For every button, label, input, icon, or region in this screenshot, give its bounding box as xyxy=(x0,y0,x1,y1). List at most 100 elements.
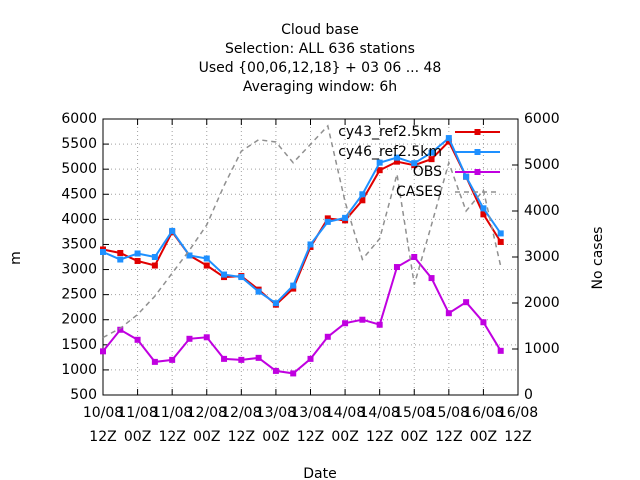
legend-label: cy46_ref2.5km xyxy=(338,144,442,160)
point xyxy=(238,274,245,281)
point xyxy=(497,238,504,245)
legend-marker xyxy=(474,149,481,155)
point xyxy=(342,320,349,327)
x-tick-label: 16/08 xyxy=(498,405,538,421)
x-tick-label: 00Z xyxy=(401,429,428,445)
point xyxy=(445,138,452,145)
y2-tick-label: 1000 xyxy=(524,341,560,357)
point xyxy=(186,252,193,259)
point xyxy=(497,230,504,237)
x-tick-label: 00Z xyxy=(470,429,497,445)
point xyxy=(203,334,210,341)
point xyxy=(497,347,504,354)
x-tick-label: 15/08 xyxy=(429,405,469,421)
x-tick-label: 12Z xyxy=(297,429,324,445)
point xyxy=(134,336,141,343)
chart-title: Cloud base xyxy=(281,22,359,38)
point xyxy=(428,156,435,163)
plot-frame xyxy=(102,118,519,396)
point xyxy=(117,326,124,333)
y2-tick-label: 5000 xyxy=(524,157,560,173)
point xyxy=(117,256,124,263)
chart-title: Averaging window: 6h xyxy=(243,79,397,95)
y2-tick-label: 2000 xyxy=(524,295,560,311)
y2-axis-label: No cases xyxy=(590,227,606,290)
point xyxy=(169,227,176,234)
y-tick-label: 3500 xyxy=(61,236,97,252)
point xyxy=(100,348,106,355)
x-tick-label: 12Z xyxy=(158,429,185,445)
point xyxy=(203,262,210,269)
point xyxy=(376,159,383,166)
point xyxy=(359,197,366,204)
point xyxy=(221,271,228,278)
y-tick-label: 500 xyxy=(70,387,97,403)
legend-label: CASES xyxy=(396,184,442,200)
x-tick-label: 14/08 xyxy=(359,405,399,421)
y-tick-label: 2500 xyxy=(61,287,97,303)
point xyxy=(238,356,245,363)
point xyxy=(221,355,228,362)
point xyxy=(342,214,349,221)
point xyxy=(480,205,487,212)
point xyxy=(324,333,331,340)
point xyxy=(411,160,418,167)
x-tick-label: 00Z xyxy=(262,429,289,445)
x-tick-label: 12Z xyxy=(228,429,255,445)
point xyxy=(359,191,366,198)
point xyxy=(411,254,418,260)
x-tick-label: 15/08 xyxy=(394,405,434,421)
point xyxy=(376,167,383,174)
y2-tick-label: 4000 xyxy=(524,203,560,219)
x-tick-label: 13/08 xyxy=(256,405,296,421)
x-tick-label: 00Z xyxy=(193,429,220,445)
point xyxy=(290,285,297,292)
point xyxy=(376,321,383,328)
point xyxy=(393,264,400,271)
legend-label: cy43_ref2.5km xyxy=(338,124,442,140)
point xyxy=(445,135,452,142)
y-tick-label: 4500 xyxy=(61,186,97,202)
series-line xyxy=(102,124,502,339)
point xyxy=(100,248,106,255)
point xyxy=(290,282,297,289)
point xyxy=(480,211,487,218)
point xyxy=(134,258,141,265)
y2-tick-label: 6000 xyxy=(524,111,560,127)
point xyxy=(324,218,331,225)
point xyxy=(134,250,141,257)
x-tick-label: 12Z xyxy=(504,429,531,445)
point xyxy=(324,215,331,222)
x-tick-label: 12Z xyxy=(366,429,393,445)
y-tick-label: 5000 xyxy=(61,161,97,177)
x-tick-label: 11/08 xyxy=(117,405,157,421)
point xyxy=(307,241,314,248)
y-tick-label: 5500 xyxy=(61,136,97,152)
point xyxy=(428,275,435,282)
x-tick-label: 12Z xyxy=(435,429,462,445)
point xyxy=(186,335,193,342)
point xyxy=(393,158,400,165)
point xyxy=(359,316,366,323)
x-tick-label: 14/08 xyxy=(325,405,365,421)
x-tick-label: 00Z xyxy=(331,429,358,445)
point xyxy=(151,262,158,269)
legend-marker xyxy=(474,129,481,135)
point xyxy=(255,354,262,361)
point xyxy=(307,355,314,362)
point xyxy=(203,255,210,262)
chart-title: Selection: ALL 636 stations xyxy=(225,41,415,57)
series-line xyxy=(102,136,502,305)
point xyxy=(151,358,158,365)
y-tick-label: 4000 xyxy=(61,211,97,227)
point xyxy=(393,154,400,161)
point xyxy=(290,370,297,377)
x-axis-label: Date xyxy=(303,466,336,480)
y-tick-label: 1500 xyxy=(61,337,97,353)
point xyxy=(428,149,435,156)
y-tick-label: 1000 xyxy=(61,362,97,378)
y2-tick-label: 0 xyxy=(524,387,533,403)
legend-label: OBS xyxy=(413,164,442,180)
point xyxy=(272,367,279,374)
